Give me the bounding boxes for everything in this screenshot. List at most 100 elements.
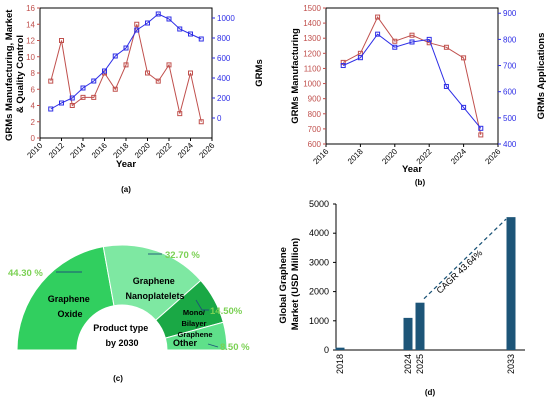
panel-c-caption: (c) bbox=[113, 374, 123, 383]
center-label-line2: by 2030 bbox=[105, 338, 138, 348]
y-left-tick-label: 1500 bbox=[303, 4, 321, 13]
x-tick-label: 2024 bbox=[449, 147, 468, 166]
cagr-trend-line bbox=[423, 218, 507, 300]
slice-other bbox=[164, 321, 228, 351]
cagr-annotation: CAGR 43.64% bbox=[435, 248, 485, 296]
y-tick-label: 0 bbox=[324, 345, 329, 355]
series-2-point bbox=[443, 83, 449, 89]
panel-d: 0 1000 2000 3000 4000 5000 2018 2024 2025 2033 CA… bbox=[278, 199, 525, 397]
series-2-point bbox=[188, 31, 193, 37]
y-right-tick-label: 400 bbox=[217, 74, 231, 83]
leader-line-mono bbox=[195, 299, 209, 311]
slice-label-mono-bilayer: Mono/ Bilayer Graphene bbox=[177, 308, 212, 339]
x-tick-label: 2010 bbox=[25, 141, 44, 160]
series-2-point bbox=[177, 26, 183, 32]
series-2-point bbox=[426, 36, 432, 42]
x-tick-label: 2022 bbox=[154, 141, 173, 160]
pct-label-nanoplatelets: 32.70 % bbox=[165, 250, 200, 261]
series-1-point bbox=[177, 111, 183, 117]
pct-label-mono-bilayer: 14.50% bbox=[210, 306, 243, 317]
y-right-tick-label: 900 bbox=[503, 9, 517, 18]
y-left-tick-label: 1100 bbox=[304, 64, 322, 73]
series-1-point bbox=[166, 62, 172, 68]
series-line-2 bbox=[342, 33, 482, 129]
panel-a-ylabel-left: GRMs Manufacturing, Market & Quality Con… bbox=[4, 7, 26, 141]
y-left-tick-label: 1300 bbox=[303, 34, 321, 43]
series-2-point bbox=[69, 95, 75, 101]
y-tick-label: 5000 bbox=[309, 199, 329, 209]
series-2-point bbox=[59, 100, 64, 106]
bar-2033 bbox=[506, 217, 516, 350]
slice-label-nanoplatelets-line1: Graphene bbox=[133, 276, 175, 286]
x-tick-label: 2016 bbox=[311, 147, 330, 166]
y-left-tick-label: 0 bbox=[31, 134, 36, 143]
series-1-point bbox=[155, 78, 161, 84]
series-2-point bbox=[198, 36, 204, 42]
y-left-tick-label: 1000 bbox=[303, 80, 321, 89]
panel-a: 2010 2012 2014 2016 2018 2020 2022 2024 2026 0 2 4 6… bbox=[4, 4, 265, 194]
y-left-tick-label: 4 bbox=[31, 102, 36, 111]
series-1-point bbox=[123, 62, 129, 68]
x-tick-label: 2014 bbox=[68, 141, 87, 160]
series-1-point bbox=[59, 38, 64, 43]
y-tick-label: 4000 bbox=[309, 228, 329, 238]
y-tick-label: 1000 bbox=[309, 316, 329, 326]
y-right-tick-label: 600 bbox=[503, 88, 517, 97]
series-2-point bbox=[48, 106, 54, 112]
panel-a-ylabel-right: GRMs bbox=[254, 59, 265, 86]
series-1-point bbox=[478, 132, 484, 138]
series-1-point bbox=[198, 119, 204, 125]
y-right-tick-label: 1000 bbox=[217, 14, 235, 23]
y-left-tick-label: 10 bbox=[26, 53, 35, 62]
y-left-tick-label: 12 bbox=[26, 37, 35, 46]
y-tick-label: 2000 bbox=[309, 287, 329, 297]
series-1-point bbox=[48, 78, 54, 84]
series-1-point bbox=[80, 94, 86, 100]
slice-label-graphene-oxide-line2: Oxide bbox=[57, 309, 82, 319]
x-tick-label: 2018 bbox=[111, 141, 130, 160]
panel-b-xlabel: Year bbox=[402, 164, 422, 175]
slice-label-graphene-oxide: Graphene Oxide bbox=[48, 294, 93, 319]
y-left-tick-label: 1400 bbox=[303, 19, 321, 28]
x-tick-label: 2024 bbox=[176, 141, 195, 160]
slice-label-graphene-oxide-line1: Graphene bbox=[48, 294, 90, 304]
slice-label-other: Other bbox=[173, 338, 198, 348]
slice-label-graphene-nanoplatelets: Graphene Nanoplatelets bbox=[125, 276, 184, 301]
center-label-line1: Product type bbox=[93, 323, 148, 333]
x-tick-label: 2018 bbox=[346, 147, 365, 166]
x-tick-label: 2020 bbox=[133, 141, 152, 160]
y-right-tick-label: 0 bbox=[217, 114, 222, 123]
slice-label-mono-bilayer-line1: Mono/ bbox=[183, 308, 206, 317]
x-tick-label: 2026 bbox=[197, 141, 216, 160]
y-right-tick-label: 800 bbox=[503, 35, 517, 44]
series-2-point bbox=[166, 16, 172, 22]
panel-d-ylabel: Global Graphene Market (USD Million) bbox=[278, 238, 301, 330]
series-1-point bbox=[392, 38, 398, 44]
panel-a-plot-frame bbox=[39, 7, 213, 139]
series-2-point bbox=[134, 27, 140, 33]
series-2-point bbox=[80, 85, 86, 91]
slice-graphene-oxide bbox=[16, 246, 115, 351]
series-1-point bbox=[340, 59, 346, 65]
series-1-point bbox=[134, 21, 140, 27]
series-2-point bbox=[340, 63, 346, 69]
panel-d-ylabel-line2: Market (USD Million) bbox=[290, 238, 301, 330]
y-tick-label: 3000 bbox=[309, 257, 329, 267]
panel-b: 2016 2018 2020 2022 2024 20266007008009001000… bbox=[290, 4, 547, 187]
y-left-tick-label: 16 bbox=[26, 4, 35, 13]
panel-b-plot-frame bbox=[325, 7, 499, 145]
leader-line-other bbox=[207, 343, 219, 348]
series-1-point bbox=[145, 70, 150, 76]
x-tick-label: 2026 bbox=[483, 147, 502, 166]
panel-d-caption: (d) bbox=[425, 388, 436, 397]
x-tick-label: 2018 bbox=[335, 354, 345, 374]
series-2-point bbox=[91, 78, 97, 84]
leader-lines bbox=[56, 253, 219, 348]
series-1-point bbox=[112, 86, 118, 92]
series-2-point bbox=[375, 31, 381, 37]
series-2-point bbox=[102, 68, 107, 74]
panel-c: Product type by 2030 Graphene Oxide Grap… bbox=[8, 244, 250, 383]
panel-b-caption: (b) bbox=[415, 178, 426, 187]
x-tick-label: 2025 bbox=[415, 354, 425, 374]
